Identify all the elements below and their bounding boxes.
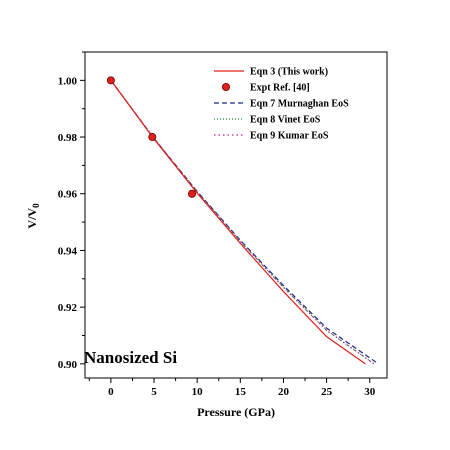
data-point (187, 189, 196, 198)
data-point (106, 76, 115, 85)
y-tick-label: 0.96 (58, 189, 78, 201)
x-tick-label: 0 (108, 386, 114, 398)
series-line (110, 79, 375, 365)
x-tick-label: 20 (278, 386, 290, 398)
y-tick-label: 1.00 (58, 75, 78, 87)
x-tick-label: 5 (151, 386, 157, 398)
legend-entry: Eqn 9 Kumar EoS (250, 131, 329, 142)
y-tick-label: 0.98 (58, 132, 78, 144)
series-line (110, 79, 375, 365)
legend-entry: Eqn 8 Vinet EoS (250, 115, 321, 126)
x-tick-label: 10 (192, 386, 204, 398)
legend: Eqn 3 (This work) Expt Ref. [40] Eqn 7 Mur… (214, 67, 349, 142)
legend-entry: Expt Ref. [40] (250, 83, 310, 94)
plot-frame (84, 51, 388, 379)
y-tick-label: 0.94 (58, 245, 78, 257)
data-point (148, 133, 157, 142)
legend-entry: Eqn 7 Murnaghan EoS (250, 99, 349, 110)
annotation-label: Nanosized Si (84, 348, 177, 367)
y-axis-label: V/V0 (25, 203, 41, 229)
series-layer (106, 76, 379, 365)
y-axis-label-main: V/V (25, 208, 39, 229)
series-line (110, 79, 379, 365)
x-tick-label: 30 (364, 386, 376, 398)
x-tick-label: 25 (321, 386, 333, 398)
x-tick-label: 15 (235, 386, 247, 398)
x-axis-label: Pressure (GPa) (197, 405, 275, 419)
legend-swatch (221, 83, 230, 92)
legend-entry: Eqn 3 (This work) (250, 67, 328, 78)
y-axis-label-sub: 0 (31, 203, 41, 208)
svg-text:V/V0: V/V0 (25, 203, 41, 229)
series-line (110, 79, 366, 365)
axis-ticks: 0 5 10 15 20 25 30 0.90 0.92 0.94 0.96 0.98 1.00 (58, 51, 376, 398)
y-tick-label: 0.92 (58, 302, 78, 314)
y-tick-label: 0.90 (58, 359, 78, 371)
